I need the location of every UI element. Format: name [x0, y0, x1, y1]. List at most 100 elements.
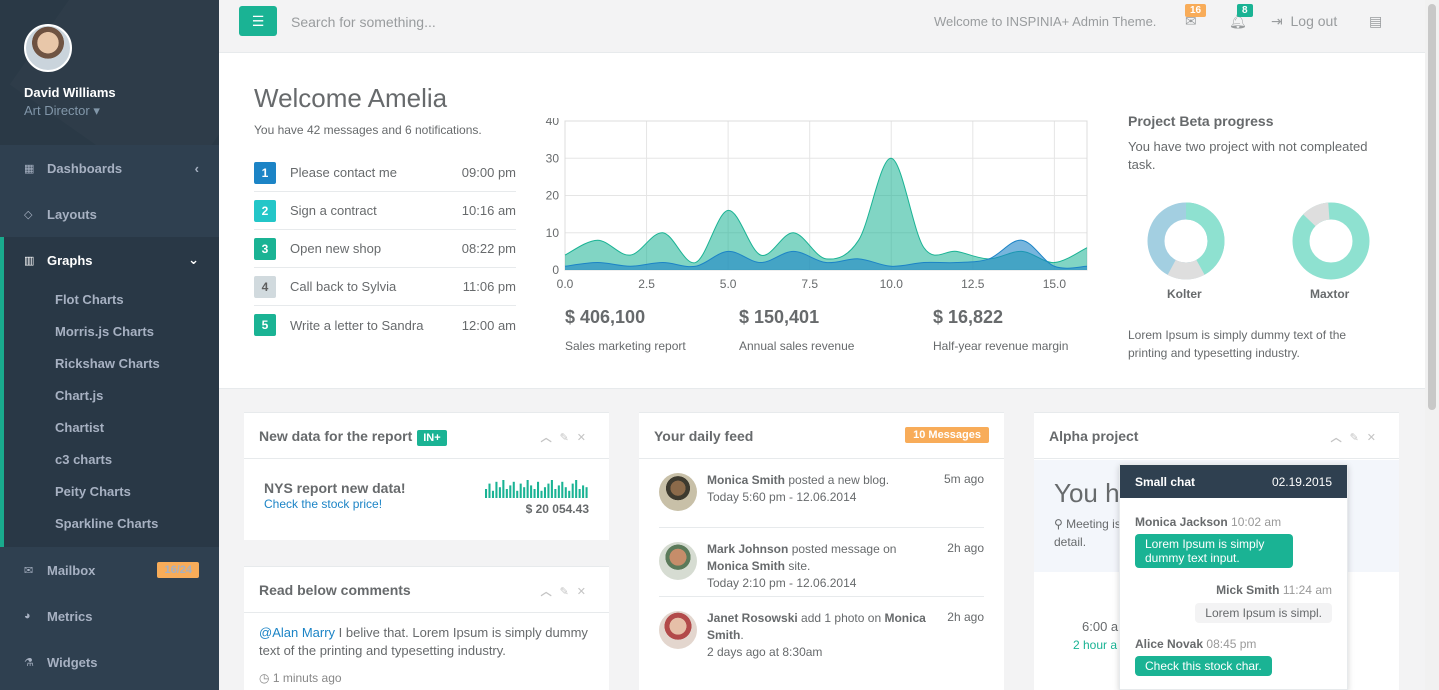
submenu-item-chartist[interactable]: Chartist	[55, 419, 105, 435]
mention-link[interactable]: @Alan Marry	[259, 625, 336, 640]
comment-time: ◷ 1 minuts ago	[259, 671, 342, 685]
feed-sub: 2 days ago at 8:30am	[707, 645, 823, 659]
tasks-icon[interactable]: ▤	[1369, 13, 1383, 29]
box-title: New data for the report	[259, 428, 413, 444]
feed-author[interactable]: Janet Rosowski	[707, 611, 798, 625]
chat-bubble: Lorem Ipsum is simpl.	[1195, 603, 1332, 623]
feed-author[interactable]: Mark Johnson	[707, 542, 789, 556]
task-number: 5	[254, 314, 276, 336]
list-item[interactable]: Mark Johnson posted message on Monica Sm…	[659, 528, 984, 597]
stat-sales: $ 406,100 Sales marketing report	[565, 307, 686, 353]
sidebar-item-metrics[interactable]: ◕ Metrics	[0, 593, 219, 639]
chat-author: Alice Novak 08:45 pm	[1135, 637, 1256, 651]
close-icon[interactable]: ✕	[576, 586, 594, 598]
submenu-item-peity[interactable]: Peity Charts	[55, 483, 131, 499]
stat-margin: $ 16,822 Half-year revenue margin	[933, 307, 1068, 353]
beta-title: Project Beta progress	[1128, 113, 1274, 129]
feed-tail: site.	[785, 559, 811, 573]
list-item[interactable]: 4 Call back to Sylvia 11:06 pm	[254, 268, 516, 306]
comment-time-text: 1 minuts ago	[272, 671, 342, 685]
sparkline-bar	[488, 483, 491, 498]
list-item[interactable]: 5 Write a letter to Sandra 12:00 am	[254, 306, 516, 344]
beta-description: You have two project with not compleated…	[1128, 139, 1368, 172]
submenu-item-c3[interactable]: c3 charts	[55, 451, 113, 467]
feed-action: add 1 photo on	[797, 611, 885, 625]
scrollbar-thumb[interactable]	[1428, 4, 1436, 410]
profile-role: Art Director	[24, 103, 90, 118]
page-scrollbar[interactable]	[1425, 0, 1439, 690]
y-tick-label: 40	[546, 118, 560, 128]
feed-target[interactable]: Monica Smith	[707, 611, 926, 642]
sparkline-bar	[526, 480, 529, 498]
submenu-item-flot[interactable]: Flot Charts	[55, 291, 124, 307]
report-box: New data for the report IN+ ︿✎✕ NYS repor…	[244, 412, 609, 540]
profile-avatar[interactable]	[24, 24, 72, 72]
bar-chart-icon: ▥	[24, 254, 35, 267]
feed-author[interactable]: Monica Smith	[707, 473, 786, 487]
stat-label: Half-year revenue margin	[933, 339, 1069, 353]
sparkline-bar	[554, 489, 557, 498]
y-tick-label: 30	[546, 151, 560, 165]
submenu-item-rickshaw[interactable]: Rickshaw Charts	[55, 355, 160, 371]
list-item[interactable]: 1 Please contact me 09:00 pm	[254, 154, 516, 192]
collapse-icon[interactable]: ︿	[540, 586, 560, 598]
chevron-left-icon: ‹	[194, 160, 199, 176]
submenu-item-chartjs[interactable]: Chart.js	[55, 387, 104, 403]
menu-toggle-button[interactable]: ☰	[239, 6, 277, 36]
search-input[interactable]	[291, 9, 591, 35]
sparkline-bar	[505, 489, 508, 498]
sidebar-item-graphs[interactable]: ▥ Graphs ⌄	[0, 237, 219, 283]
x-tick-label: 12.5	[961, 277, 985, 291]
submenu-item-morris[interactable]: Morris.js Charts	[55, 323, 154, 339]
list-item[interactable]: Monica Smith posted a new blog. Today 5:6…	[659, 459, 984, 528]
box-header: Read below comments ︿✎✕	[244, 567, 609, 613]
task-text: Please contact me	[290, 165, 397, 180]
bell-icon[interactable]: 🔔︎	[1229, 13, 1247, 29]
submenu-item-sparkline[interactable]: Sparkline Charts	[55, 515, 159, 531]
sidebar-item-dashboards[interactable]: ▦ Dashboards ‹	[0, 145, 219, 191]
comment-text: @Alan Marry I belive that. Lorem Ipsum i…	[259, 624, 594, 660]
stock-price-link[interactable]: Check the stock price!	[264, 497, 383, 511]
avatar[interactable]	[659, 611, 697, 649]
box-tools: ︿✎✕	[1331, 429, 1384, 445]
in-badge: IN+	[417, 430, 447, 446]
donut-segment	[1147, 202, 1225, 280]
sidebar-nav: ▦ Dashboards ‹ ◇ Layouts ▥ Graphs ⌄ Flot…	[0, 145, 219, 685]
sparkline-bar	[578, 489, 581, 498]
logout-link[interactable]: ⇥ Log out	[1271, 13, 1337, 30]
collapse-icon[interactable]: ︿	[1330, 432, 1350, 444]
stat-annual: $ 150,401 Annual sales revenue	[739, 307, 854, 353]
sparkline-bar	[523, 487, 526, 498]
collapse-icon[interactable]: ︿	[540, 432, 560, 444]
envelope-icon[interactable]: ✉	[1185, 13, 1197, 29]
sidebar-item-mailbox[interactable]: ✉ Mailbox 16/24	[0, 547, 219, 593]
avatar[interactable]	[659, 473, 697, 511]
close-icon[interactable]: ✕	[1366, 432, 1384, 444]
box-header: Alpha project ︿✎✕	[1034, 413, 1399, 459]
comments-box: Read below comments ︿✎✕ @Alan Marry I be…	[244, 566, 609, 690]
profile-name[interactable]: David Williams	[24, 85, 116, 100]
donut-segment	[1292, 202, 1370, 280]
donut-maxtor	[1292, 202, 1370, 280]
chat-author: Monica Jackson 10:02 am	[1135, 515, 1281, 529]
wrench-icon[interactable]: ✎	[559, 586, 577, 598]
alpha-time: 6:00 a	[1082, 619, 1119, 634]
task-number: 2	[254, 199, 276, 222]
sidebar-item-layouts[interactable]: ◇ Layouts	[0, 191, 219, 237]
profile-role-dropdown[interactable]: Art Director ▾	[24, 103, 219, 119]
sidebar-item-widgets[interactable]: ⚗ Widgets	[0, 639, 219, 685]
wrench-icon[interactable]: ✎	[559, 432, 577, 444]
mailbox-count-badge: 16/24	[157, 562, 199, 578]
list-item[interactable]: Janet Rosowski add 1 photo on Monica Smi…	[659, 597, 984, 666]
avatar[interactable]	[659, 542, 697, 580]
feed-target[interactable]: Monica Smith	[707, 559, 786, 573]
box-title: Alpha project	[1049, 428, 1139, 444]
close-icon[interactable]: ✕	[576, 432, 594, 444]
wrench-icon[interactable]: ✎	[1349, 432, 1367, 444]
task-text: Open new shop	[290, 241, 382, 256]
sidebar-item-label: Widgets	[47, 654, 98, 670]
sparkline-bar	[557, 485, 560, 498]
list-item[interactable]: 2 Sign a contract 10:16 am	[254, 192, 516, 230]
envelope-icon: ✉	[24, 564, 34, 577]
list-item[interactable]: 3 Open new shop 08:22 pm	[254, 230, 516, 268]
